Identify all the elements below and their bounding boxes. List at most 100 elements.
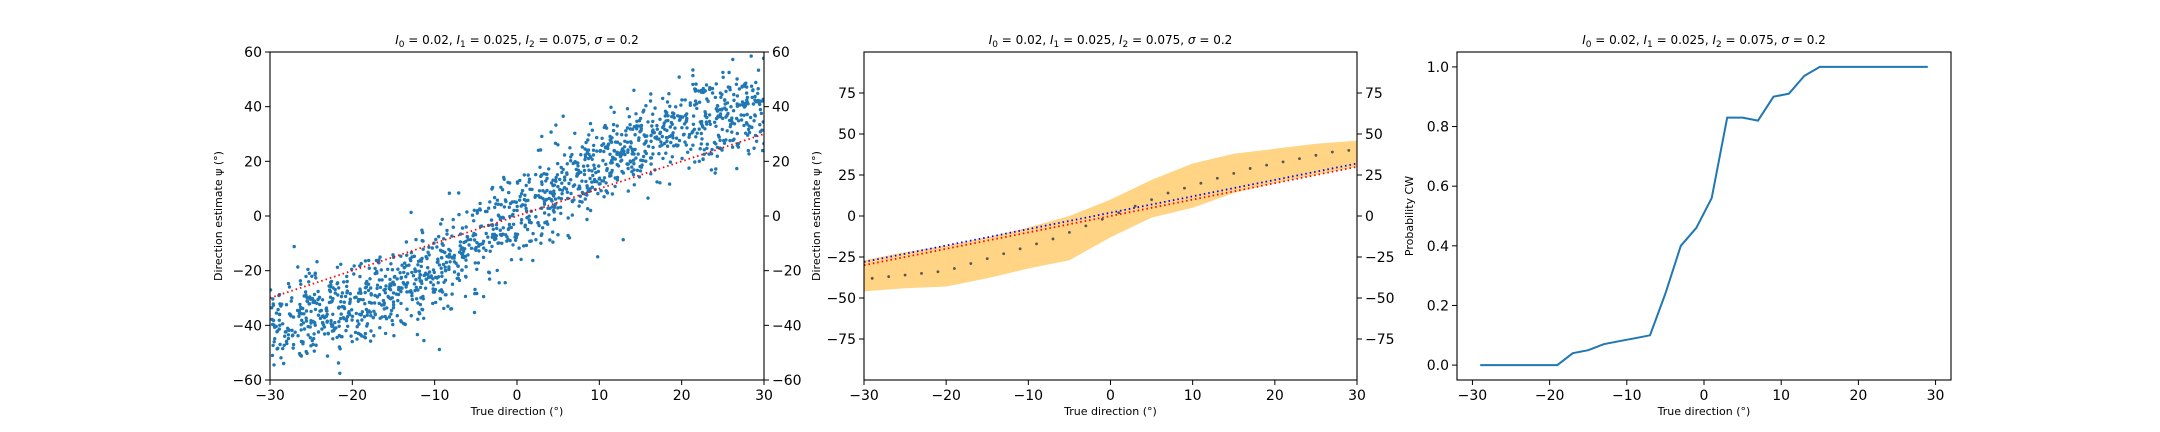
scatter-point bbox=[585, 193, 589, 197]
scatter-point bbox=[383, 331, 388, 336]
scatter-point bbox=[744, 131, 748, 135]
scatter-point bbox=[646, 144, 651, 148]
scatter-point bbox=[408, 257, 412, 261]
scatter-point bbox=[556, 143, 560, 147]
scatter-point bbox=[314, 276, 318, 280]
scatter-point bbox=[507, 205, 511, 209]
scatter-point bbox=[405, 290, 409, 294]
scatter-point bbox=[619, 159, 623, 163]
chart-2: −30 −20 −10 0 10 20 30 −75 −50 −25 0 25 50 75 −75 −50 −2… bbox=[810, 33, 1395, 418]
scatter-point bbox=[683, 140, 687, 144]
scatter-point bbox=[665, 139, 669, 143]
scatter-point bbox=[368, 310, 373, 314]
scatter-point bbox=[654, 135, 659, 139]
mean-point bbox=[1002, 252, 1006, 256]
scatter-point bbox=[375, 286, 379, 291]
scatter-point bbox=[300, 318, 304, 322]
scatter-point bbox=[570, 213, 574, 217]
chart-title: I0 = 0.02, I1 = 0.025, I2 = 0.075, σ = 0… bbox=[989, 33, 1233, 50]
scatter-point bbox=[691, 82, 695, 87]
scatter-point bbox=[539, 173, 544, 177]
scatter-point bbox=[316, 289, 320, 294]
scatter-point bbox=[634, 112, 638, 116]
scatter-point bbox=[308, 325, 312, 329]
scatter-point bbox=[565, 162, 569, 166]
scatter-point bbox=[529, 239, 533, 243]
scatter-point bbox=[598, 149, 602, 153]
scatter-point bbox=[595, 180, 599, 184]
scatter-point bbox=[286, 336, 291, 341]
scatter-point bbox=[443, 278, 448, 282]
scatter-point bbox=[590, 157, 594, 161]
scatter-point bbox=[460, 252, 464, 256]
scatter-point bbox=[425, 256, 429, 261]
y-axis-label: Direction estimate ψ (°) bbox=[212, 151, 225, 281]
scatter-point bbox=[309, 321, 313, 325]
scatter-point bbox=[320, 327, 324, 331]
scatter-point bbox=[722, 141, 727, 145]
scatter-point bbox=[349, 334, 353, 338]
scatter-point bbox=[296, 334, 300, 338]
scatter-point bbox=[596, 169, 601, 174]
scatter-point bbox=[661, 156, 665, 161]
scatter-point bbox=[416, 263, 420, 267]
scatter-point bbox=[460, 226, 465, 230]
scatter-point bbox=[636, 152, 640, 156]
scatter-point bbox=[460, 255, 465, 259]
scatter-point bbox=[377, 278, 382, 282]
scatter-point bbox=[669, 120, 674, 125]
scatter-point bbox=[437, 347, 442, 352]
scatter-point bbox=[481, 255, 486, 259]
scatter-point bbox=[586, 207, 590, 211]
scatter-point bbox=[313, 273, 317, 277]
scatter-point bbox=[378, 326, 382, 330]
scatter-point bbox=[559, 211, 563, 216]
scatter-point bbox=[373, 293, 377, 298]
scatter-point bbox=[630, 165, 634, 169]
scatter-point bbox=[731, 109, 736, 113]
scatter-point bbox=[338, 371, 342, 375]
scatter-point bbox=[569, 155, 573, 159]
plot-area bbox=[270, 54, 764, 375]
scatter-point bbox=[582, 172, 587, 177]
scatter-point bbox=[746, 127, 751, 132]
scatter-point bbox=[560, 192, 564, 196]
scatter-point bbox=[494, 223, 499, 227]
scatter-point bbox=[360, 318, 364, 322]
scatter-point bbox=[680, 156, 684, 161]
scatter-point bbox=[585, 217, 589, 222]
right-y-tick-label: −25 bbox=[1365, 250, 1395, 266]
scatter-point bbox=[732, 137, 736, 141]
scatter-point bbox=[691, 122, 696, 127]
scatter-point bbox=[442, 306, 446, 311]
scatter-point bbox=[709, 152, 714, 156]
scatter-point bbox=[693, 160, 697, 164]
scatter-point bbox=[560, 188, 565, 192]
scatter-point bbox=[649, 92, 653, 96]
scatter-point bbox=[378, 285, 383, 290]
scatter-point bbox=[756, 68, 761, 72]
scatter-point bbox=[710, 86, 715, 91]
scatter-point bbox=[578, 194, 582, 198]
scatter-point bbox=[291, 346, 295, 350]
scatter-point bbox=[362, 315, 367, 319]
scatter-point bbox=[350, 314, 355, 318]
scatter-point bbox=[316, 313, 321, 317]
scatter-point bbox=[684, 143, 688, 147]
scatter-point bbox=[556, 161, 560, 166]
scatter-point bbox=[431, 287, 435, 291]
scatter-point bbox=[497, 281, 501, 285]
scatter-point bbox=[271, 303, 276, 307]
scatter-point bbox=[735, 116, 739, 121]
scatter-point bbox=[609, 105, 613, 110]
scatter-point bbox=[547, 213, 551, 217]
scatter-point bbox=[738, 103, 742, 107]
scatter-point bbox=[624, 129, 628, 133]
right-y-tick-label: 20 bbox=[772, 154, 790, 170]
scatter-point bbox=[568, 146, 572, 150]
scatter-point bbox=[639, 123, 644, 128]
scatter-point bbox=[691, 114, 696, 118]
scatter-point bbox=[742, 103, 746, 108]
scatter-point bbox=[281, 346, 285, 351]
